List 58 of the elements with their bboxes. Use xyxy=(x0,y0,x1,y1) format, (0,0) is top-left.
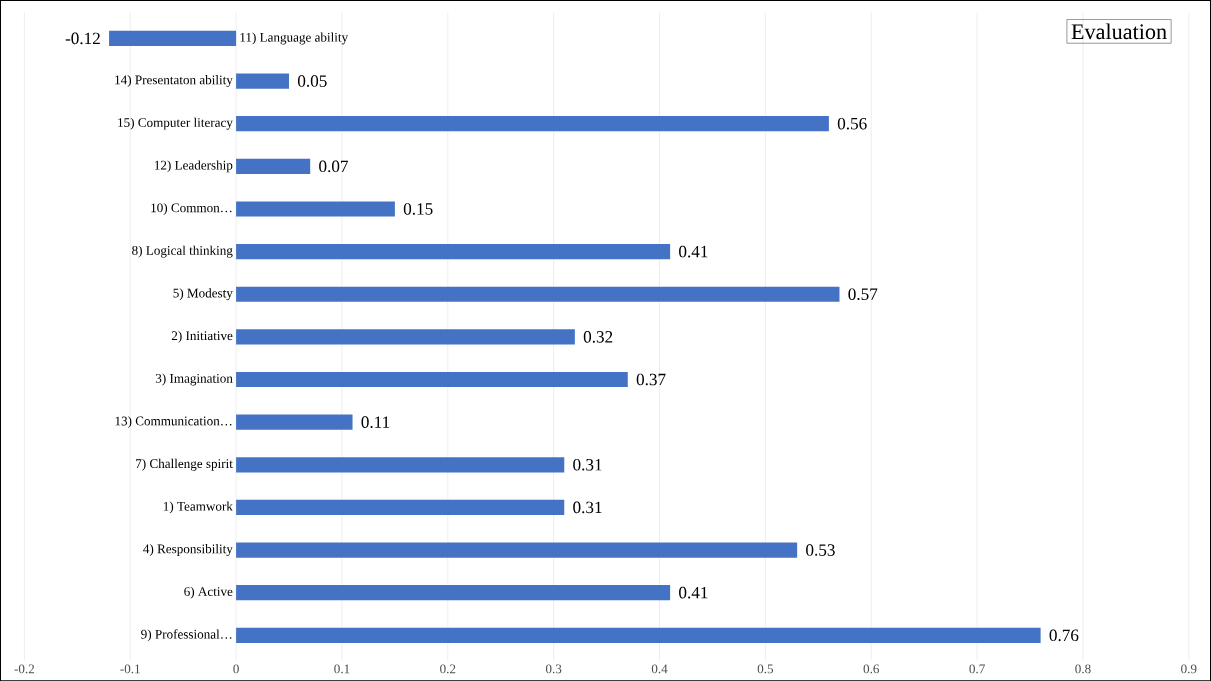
y-tick-label: 9) Professional… xyxy=(141,629,232,642)
y-tick-label: 13) Communication… xyxy=(115,416,232,428)
data-label: 0.31 xyxy=(573,501,602,514)
y-tick-label: 1) Teamwork xyxy=(163,501,233,514)
bar xyxy=(236,371,628,387)
x-tick-label: 0.4 xyxy=(651,664,668,674)
bar xyxy=(236,627,1041,643)
bar xyxy=(236,499,565,515)
bar xyxy=(109,30,237,46)
y-tick-label: 15) Computer literacy xyxy=(118,117,233,130)
chart-title: Evaluation xyxy=(1071,23,1167,40)
y-tick-label: 6) Active xyxy=(184,586,233,599)
data-label: 0.76 xyxy=(1049,629,1079,641)
data-label: 0.37 xyxy=(636,373,666,386)
x-tick-label: 0.8 xyxy=(1075,664,1091,674)
bar xyxy=(236,414,353,430)
data-label: 0.41 xyxy=(679,586,708,599)
y-tick-label: 11) Language ability xyxy=(240,32,349,45)
bar xyxy=(236,584,671,601)
data-label: 0.05 xyxy=(297,75,327,87)
bar xyxy=(236,457,565,473)
bar xyxy=(236,286,840,302)
data-label: -0.12 xyxy=(65,32,100,45)
y-tick-label: 5) Modesty xyxy=(173,288,233,301)
bar xyxy=(236,243,671,260)
x-tick-label: -0.2 xyxy=(14,664,35,674)
bar xyxy=(236,73,290,89)
bar xyxy=(236,115,829,132)
y-tick-label: 12) Leadership xyxy=(154,160,233,173)
y-tick-label: 8) Logical thinking xyxy=(132,245,233,258)
y-tick-label: 4) Responsibility xyxy=(143,543,233,556)
y-tick-label: 3) Imagination xyxy=(155,373,233,386)
data-label: 0.57 xyxy=(848,288,878,300)
bar xyxy=(236,329,575,345)
y-tick-label: 2) Initiative xyxy=(171,330,233,343)
data-label: 0.31 xyxy=(573,458,602,471)
x-tick-label: -0.1 xyxy=(120,664,140,674)
x-tick-label: 0.3 xyxy=(545,664,562,674)
data-label: 0.07 xyxy=(319,160,349,173)
data-label: 0.32 xyxy=(583,330,613,343)
x-tick-label: 0.9 xyxy=(1181,664,1197,674)
x-tick-label: 0.7 xyxy=(969,664,985,674)
x-tick-label: 0.1 xyxy=(334,664,350,674)
bar xyxy=(236,542,798,558)
x-tick-label: 0.6 xyxy=(863,664,880,674)
y-tick-label: 10) Common… xyxy=(151,202,232,215)
y-tick-label: 14) Presentaton ability xyxy=(115,74,233,87)
data-label: 0.41 xyxy=(679,245,708,258)
x-tick-label: 0.2 xyxy=(440,664,456,674)
data-label: 0.15 xyxy=(403,203,433,215)
data-label: 0.56 xyxy=(837,117,867,130)
x-tick-label: 0.5 xyxy=(757,664,774,674)
y-tick-label: 7) Challenge spirit xyxy=(136,458,233,471)
data-label: 0.11 xyxy=(361,416,390,428)
data-label: 0.53 xyxy=(806,544,835,556)
bar xyxy=(236,201,395,217)
bar xyxy=(236,158,311,174)
x-tick-label: 0 xyxy=(233,664,239,674)
